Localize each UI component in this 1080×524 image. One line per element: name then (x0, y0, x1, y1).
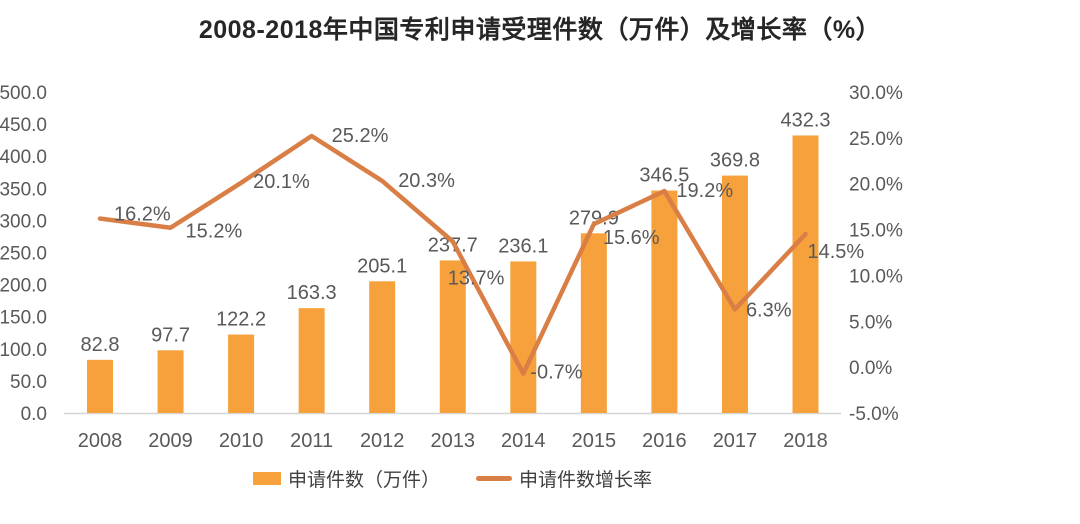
x-axis-label-2015: 2015 (572, 430, 617, 452)
legend-label-growth-rate: 申请件数增长率 (519, 469, 653, 491)
x-axis-label-2014: 2014 (501, 430, 546, 452)
legend-item-growth-rate: 申请件数增长率 (476, 465, 652, 492)
x-axis-label-2012: 2012 (360, 430, 405, 452)
x-axis-label-2018: 2018 (783, 430, 828, 452)
bar-swatch-icon (252, 471, 281, 485)
bar-2018 (792, 135, 819, 414)
bar-label-2009: 97.7 (151, 324, 190, 346)
left-axis-tick-0: 0.0 (21, 404, 47, 425)
line-label-2017: 6.3% (746, 299, 792, 321)
bar-label-2008: 82.8 (81, 334, 120, 356)
x-axis-label-2016: 2016 (642, 430, 687, 452)
line-label-2009: 15.2% (186, 221, 243, 243)
bar-label-2014: 236.1 (498, 235, 548, 257)
right-axis-tick-5: 5.0% (849, 312, 892, 333)
line-label-2012: 20.3% (398, 170, 455, 192)
line-label-2013: 13.7% (448, 267, 505, 289)
bar-label-2010: 122.2 (216, 309, 266, 331)
growth-rate-line (97, 133, 808, 376)
x-axis-label-2009: 2009 (148, 430, 193, 452)
bar-label-2015: 279.9 (569, 207, 619, 229)
bar-2008 (87, 359, 113, 413)
left-axis-tick-250: 250.0 (0, 244, 47, 265)
left-axis-tick-400: 400.0 (0, 147, 47, 168)
right-axis-tick-25: 25.0% (849, 129, 903, 150)
bar-2010 (228, 334, 255, 413)
x-axis-label-2013: 2013 (431, 430, 476, 452)
bar-2011 (298, 308, 325, 413)
legend-label-applications: 申请件数（万件） (287, 469, 440, 491)
right-axis-tick--5: -5.0% (849, 404, 899, 425)
bar-2016 (651, 190, 678, 413)
right-axis-tick-15: 15.0% (849, 221, 903, 242)
bar-label-2011: 163.3 (287, 282, 337, 304)
line-label-2011: 25.2% (332, 125, 389, 147)
legend: 申请件数（万件） 申请件数增长率 (64, 464, 841, 492)
line-label-2018: 14.5% (808, 241, 865, 263)
bar-2013 (439, 260, 466, 413)
line-label-2016: 19.2% (676, 180, 733, 202)
line-label-2014: -0.7% (530, 362, 582, 384)
bar-2014 (510, 261, 537, 413)
right-axis-tick-30: 30.0% (849, 83, 903, 104)
bar-2009 (157, 350, 184, 413)
bar-2015 (580, 233, 607, 413)
left-axis-tick-350: 350.0 (0, 179, 47, 200)
line-label-2010: 20.1% (253, 171, 310, 193)
bar-label-2018: 432.3 (780, 109, 830, 131)
legend-item-applications: 申请件数（万件） (252, 465, 440, 492)
bar-label-2016: 346.5 (639, 165, 689, 187)
left-axis-tick-500: 500.0 (0, 83, 47, 104)
right-axis-tick-20: 20.0% (849, 175, 903, 196)
right-axis-tick-0: 0.0% (849, 358, 892, 379)
x-axis-label-2011: 2011 (290, 430, 333, 452)
left-axis-tick-150: 150.0 (0, 308, 47, 329)
bar-label-2017: 369.8 (710, 150, 760, 172)
right-axis-tick-10: 10.0% (849, 266, 903, 287)
x-axis-label-2008: 2008 (78, 430, 123, 452)
line-label-2015: 15.6% (603, 227, 660, 249)
left-axis-tick-200: 200.0 (0, 276, 47, 297)
left-axis-tick-100: 100.0 (0, 340, 47, 361)
left-axis-tick-450: 450.0 (0, 115, 47, 136)
bar-label-2012: 205.1 (357, 255, 407, 277)
x-axis-label-2010: 2010 (219, 430, 264, 452)
x-axis-label-2017: 2017 (713, 430, 758, 452)
chart-title: 2008-2018年中国专利申请受理件数（万件）及增长率（%） (198, 16, 882, 44)
line-label-2008: 16.2% (114, 204, 171, 226)
bar-2012 (369, 281, 396, 413)
left-axis-tick-300: 300.0 (0, 211, 47, 232)
line-swatch-icon (476, 475, 512, 481)
left-axis-tick-50: 50.0 (10, 372, 47, 393)
chart-plot: 500.0 450.0 400.0 350.0 300.0 250.0 200.0 150.0… (0, 83, 903, 452)
